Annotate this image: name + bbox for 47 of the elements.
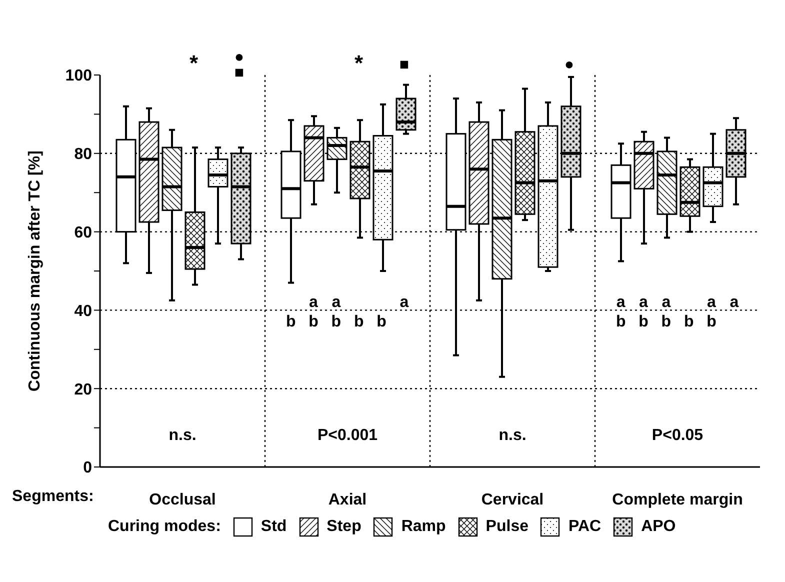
annotation: a	[730, 294, 739, 311]
x-tick-label: Complete margin	[612, 491, 743, 508]
annotation: b	[308, 313, 319, 330]
y-tick-label: 100	[65, 68, 92, 85]
annotation: b	[331, 313, 342, 330]
annotation: b	[376, 313, 387, 330]
text: ●	[564, 56, 574, 74]
y-tick-label: 0	[83, 460, 92, 477]
annotation: a	[332, 294, 341, 311]
annotation: *	[190, 50, 199, 76]
annotation: b	[706, 313, 717, 330]
annotation: b	[661, 313, 672, 330]
legend-label: Std	[260, 518, 287, 536]
annotation: a	[639, 294, 648, 311]
y-axis-title: Continuous margin after TC [%]	[26, 150, 44, 392]
annotation: ■	[234, 64, 244, 82]
annotation: *	[354, 50, 364, 76]
annotation: P<0.05	[652, 427, 704, 444]
annotation: b	[638, 313, 649, 330]
text: ●	[234, 48, 244, 66]
annotation: n.s.	[498, 427, 526, 444]
x-tick-label: Cervical	[481, 491, 544, 508]
text: ■	[399, 56, 410, 74]
annotation: b	[354, 313, 364, 330]
x-tick-label: Axial	[328, 491, 367, 508]
legend-label: Step	[326, 518, 362, 536]
annotation: n.s.	[168, 427, 196, 444]
annotation: P<0.001	[317, 427, 378, 444]
y-tick-label: 80	[74, 146, 92, 164]
annotation: a	[309, 294, 318, 311]
legend-label: APO	[641, 518, 676, 536]
y-tick-label: 20	[74, 381, 92, 398]
legend-label: PAC	[568, 518, 602, 536]
annotation: b	[286, 313, 296, 330]
annotation: a	[707, 294, 716, 311]
annotation: a	[400, 294, 409, 311]
annotation: b	[684, 313, 694, 330]
y-tick-label: 60	[74, 224, 92, 242]
annotation: a	[662, 294, 671, 311]
legend-label: Pulse	[486, 518, 528, 536]
x-axis-title: Segments:	[12, 488, 94, 506]
x-tick-label: Occlusal	[149, 491, 216, 508]
legend-title: Curing modes:	[108, 518, 221, 536]
legend-label: Ramp	[401, 518, 446, 536]
annotation: b	[616, 313, 626, 330]
annotation: a	[616, 294, 626, 311]
y-tick-label: 40	[74, 302, 92, 320]
